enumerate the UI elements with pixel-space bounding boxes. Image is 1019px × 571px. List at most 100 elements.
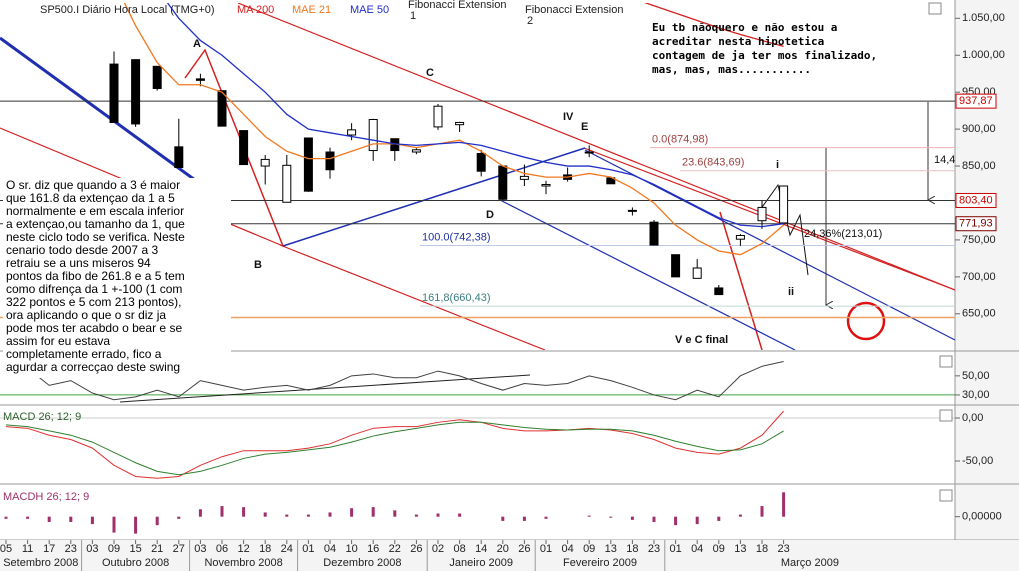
trendline: [719, 211, 763, 350]
close-button[interactable]: [939, 409, 953, 422]
fib-label: 23.6(843,69): [682, 157, 744, 169]
candle-body: [239, 130, 249, 166]
y-tick-label: 1.050,00: [962, 12, 1005, 24]
indicator-line: [5, 410, 784, 479]
histogram-bar: [760, 506, 764, 517]
wave-line: [184, 48, 284, 247]
histogram-bar: [717, 516, 721, 521]
price-marker-box: [955, 192, 997, 208]
tool-label: 1: [410, 10, 416, 22]
trendline: [583, 147, 955, 291]
candle-body: [476, 152, 486, 172]
legend-entry: SP500.I Diário Hora Local (TMG+0): [40, 4, 215, 16]
histogram-bar: [47, 516, 51, 522]
x-tick-label: 05: [0, 543, 12, 555]
close-button[interactable]: [939, 355, 953, 368]
histogram-bar: [393, 510, 397, 517]
histogram-bar: [695, 516, 699, 525]
candle-body: [347, 129, 357, 136]
price-marker-label: 771,93: [959, 218, 993, 230]
x-tick-label: 01: [669, 543, 681, 555]
note-line: normalmente e em escala inferior: [6, 204, 184, 218]
wave-line: [759, 183, 809, 276]
legend-entry: MA 200: [237, 4, 274, 16]
month-label: Janeiro 2009: [449, 557, 513, 569]
x-tick-label: 18: [259, 543, 271, 555]
histogram-bar: [69, 516, 73, 522]
note-line: ora aplicando o que o sr diz ja: [6, 308, 166, 322]
annotation: C: [426, 67, 434, 79]
candle-body: [498, 165, 508, 200]
candle-body: [217, 90, 227, 127]
panel-clip: [5, 361, 784, 401]
trendline: [0, 36, 196, 182]
y-tick-label: -50,00: [962, 455, 993, 467]
histogram-bar: [26, 516, 30, 519]
month-label: Setembro 2008: [3, 557, 78, 569]
trendline: [237, 3, 955, 291]
histogram-bar: [112, 516, 116, 533]
x-tick-label: 09: [583, 543, 595, 555]
note-line: cenario todo desde 2007 a 3: [6, 243, 158, 257]
close-button[interactable]: [939, 489, 953, 502]
price-marker-label: 937,87: [959, 95, 993, 107]
x-tick-label: 15: [129, 543, 141, 555]
legend-entry: MAE 50: [350, 4, 389, 16]
moving-average: [166, 3, 784, 228]
x-tick-label: 14: [475, 543, 487, 555]
candle-body: [735, 234, 745, 240]
note-line: Eu tb nãoquero e não estou a: [652, 21, 837, 34]
tool-label: Fibonacci Extension: [408, 0, 506, 11]
histogram-bar: [414, 514, 418, 517]
moving-average: [643, 3, 784, 47]
candle-body: [325, 151, 335, 171]
x-tick-label: 17: [43, 543, 55, 555]
x-tick-label: 12: [237, 543, 249, 555]
price-marker-box: [955, 216, 997, 232]
trendline: [279, 244, 546, 350]
window-buttons: [928, 2, 953, 502]
histogram-bar: [90, 516, 94, 525]
x-tick-label: 04: [324, 543, 336, 555]
candle-body: [519, 175, 529, 180]
grid-layer: [0, 17, 960, 571]
histogram-bar: [587, 515, 591, 517]
month-label: Novembro 2008: [204, 557, 282, 569]
histogram-bar: [242, 507, 246, 517]
month-label: Outubro 2008: [102, 557, 169, 569]
annotation: i: [776, 159, 779, 171]
histogram-bar: [220, 506, 224, 517]
x-tick-label: 10: [345, 543, 357, 555]
histogram-bar: [458, 513, 462, 517]
close-button[interactable]: [928, 2, 942, 15]
panel-clip: [5, 410, 784, 479]
histogram-bar: [371, 507, 375, 517]
x-tick-label: 23: [65, 543, 77, 555]
x-tick-label: 01: [540, 543, 552, 555]
histogram-bar: [652, 516, 656, 522]
x-tick-label: 04: [561, 543, 573, 555]
annotation: B: [254, 259, 262, 271]
candle-body: [779, 185, 789, 224]
histogram-bar: [285, 514, 289, 517]
histogram-bar: [350, 508, 354, 517]
candle-body: [282, 164, 292, 203]
annotation: D: [486, 209, 494, 221]
month-label: Dezembro 2008: [323, 557, 401, 569]
histogram-bar: [501, 516, 505, 521]
panel-title: MACD 26; 12; 9: [3, 411, 81, 423]
annotation: IV: [563, 111, 574, 123]
x-tick-label: 23: [648, 543, 660, 555]
note-line: acreditar nesta hipotetica: [652, 35, 824, 48]
annotation: E: [581, 121, 588, 133]
highlight-circle: [846, 301, 886, 341]
histogram-bar: [198, 509, 202, 517]
candle-body: [368, 119, 378, 152]
note-line: contagem de ja ter mos finalizado,: [652, 49, 877, 62]
x-tick-label: 27: [173, 543, 185, 555]
price-marker-box: [955, 93, 997, 109]
histogram-bar: [134, 516, 138, 534]
x-tick-label: 26: [410, 543, 422, 555]
fib-label: 161,8(660,43): [422, 292, 491, 304]
